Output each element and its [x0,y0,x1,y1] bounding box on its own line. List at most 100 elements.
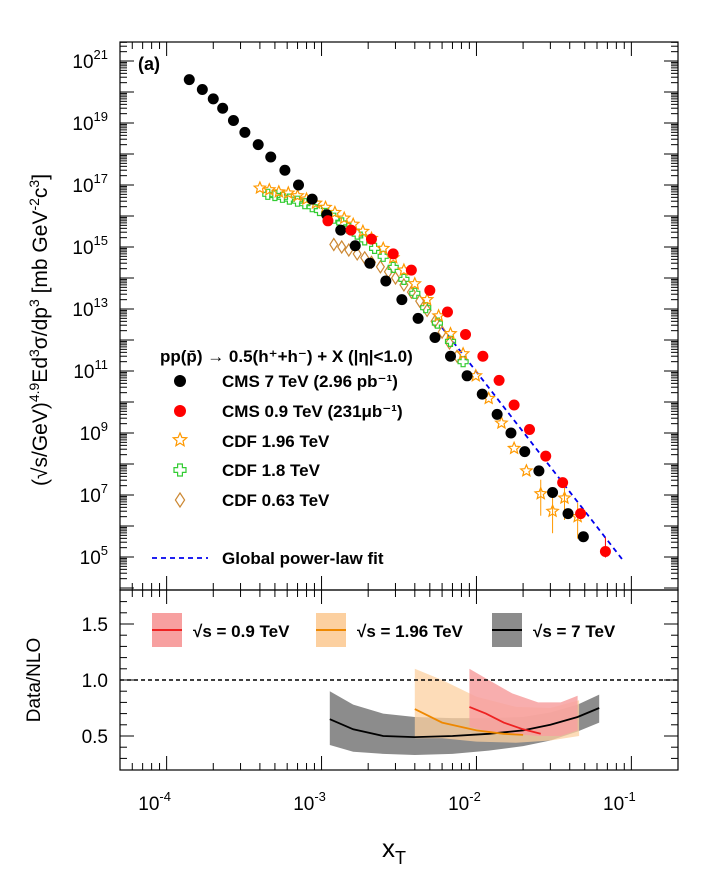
legend-label-7: √s = 7 TeV [533,622,616,641]
legend-label-196: √s = 1.96 TeV [357,622,464,641]
x-tick-label-base: 10 [603,794,624,815]
x-tick-label-exp: -2 [469,789,481,804]
cdf196-point [506,440,522,455]
cdf196-point [262,182,277,196]
ratio-central-lines [329,706,600,739]
legend-marker-cdf196 [171,431,189,447]
legend-sqrt-09: √ [193,622,203,641]
cdf196-point [337,210,352,225]
top-series [183,74,611,558]
cdf063-point [444,335,455,351]
cms7-point [445,350,457,362]
cms09-point [387,248,399,260]
cms7-point [533,465,545,477]
y-tick-label: 1015 [72,233,108,259]
cms09-point [540,450,552,462]
legend-diamond-shape [174,491,186,509]
cms7-point [491,408,503,420]
cdf196-point [455,346,471,360]
y-tick-label-exp: 19 [94,109,108,124]
cdf196-point [419,292,435,306]
bottom-axis-ticks [119,590,679,770]
x-tick-label-base: 10 [448,794,469,815]
cdf196-point [327,204,343,219]
x-tick-label: 10-2 [448,789,481,815]
legend-sqrt-7: √ [533,622,543,641]
legend-star-shape [171,431,189,447]
cms7-point [562,508,574,520]
y-axis-label-exp3: 3 [26,299,42,307]
x-axis-label: xT [382,833,406,868]
cms09-point [493,374,505,386]
legend-label-cms09: CMS 0.9 TeV (231μb⁻¹) [222,402,403,421]
y-tick-label-exp: 11 [95,357,109,372]
cms7-point [265,151,277,163]
cms7-point [293,179,305,191]
bottom-y-tick-labels: 0.5 1.0 1.5 [82,615,108,748]
ratio-axis-label: Data/NLO [24,638,45,722]
cms09-point [322,215,334,227]
legend-label-fit: Global power-law fit [222,549,384,568]
y-axis-label: (√s/GeV)4.9Ed3σ/dp3 [mb GeV-2c3] [26,174,52,486]
x-axis-label-sub: T [395,848,406,868]
y-axis-label-units: [mb GeV [29,211,52,300]
y-axis-label-sigma: σ/dp [29,307,52,349]
cdf063-point [337,239,347,255]
bottom-legend: √s = 0.9 TeV √s = 1.96 TeV √s = 7 TeV [152,613,616,647]
cdf063-point [406,284,417,300]
cdf196-point [533,486,548,500]
cdf18-point [409,287,421,299]
legend-marker-cms7 [174,375,186,387]
cdf18-point [369,242,381,254]
y-axis-label-open: ( [29,479,52,486]
cdf18-point [398,273,410,285]
y-tick-label: 107 [80,481,108,507]
y-tick-label-exp: 9 [101,419,108,434]
cms7-point [396,294,408,306]
cms09-point [460,329,472,341]
x-tick-label: 10-3 [293,789,326,815]
y-tick-label-base: 10 [80,486,101,507]
top-legend: pp(p̄) → 0.5(h⁺+h⁻) + X (|η|<1.0) CMS 7 … [152,347,413,568]
cdf196-point [443,326,458,340]
legend-label-cms7: CMS 7 TeV (2.96 pb⁻¹) [222,372,398,391]
cms7-point [412,312,424,324]
x-tick-label-base: 10 [138,794,159,815]
cdf196-point [519,463,534,477]
legend-label-cdf196: CDF 1.96 TeV [222,432,330,451]
legend-cross-shape [173,463,187,477]
y-axis-label-exp2: 3 [26,349,42,357]
legend-text-09: s = 0.9 TeV [202,622,290,641]
cdf196-point [290,188,305,202]
cms7-point [364,257,376,269]
y-tick-label-exp: 13 [94,295,108,310]
legend-label-cdf18: CDF 1.8 TeV [222,461,321,480]
cms7-point [279,164,291,176]
y-axis-label-c: c [29,188,52,199]
cms7-point [196,84,208,96]
y-tick-label-base: 10 [73,362,94,383]
y-tick-label: 105 [80,543,108,569]
cms7-point [429,332,441,344]
legend-text-7: s = 7 TeV [542,622,616,641]
cms09-point [557,477,569,489]
cdf196-point [355,223,371,238]
cdf196-point [494,415,509,430]
y-tick-label-exp: 15 [94,233,108,248]
cms7-point [335,224,347,236]
cdf063-point [352,246,362,262]
y-tick-label-base: 10 [80,424,101,445]
cms7-point [183,74,195,86]
cdf063-point [329,237,339,252]
legend-label-cdf063: CDF 0.63 TeV [222,491,330,510]
cms7-point [461,370,473,382]
x-tick-labels: 10-4 10-3 10-2 10-1 [138,789,635,815]
top-axis-ticks [119,41,679,590]
cms7-point [505,427,517,439]
ratio-line [329,707,600,739]
legend-sqrt-196: √ [357,622,367,641]
cdf18-point [420,302,432,314]
cdf18-point [457,356,469,368]
ratio-bands [329,668,600,755]
